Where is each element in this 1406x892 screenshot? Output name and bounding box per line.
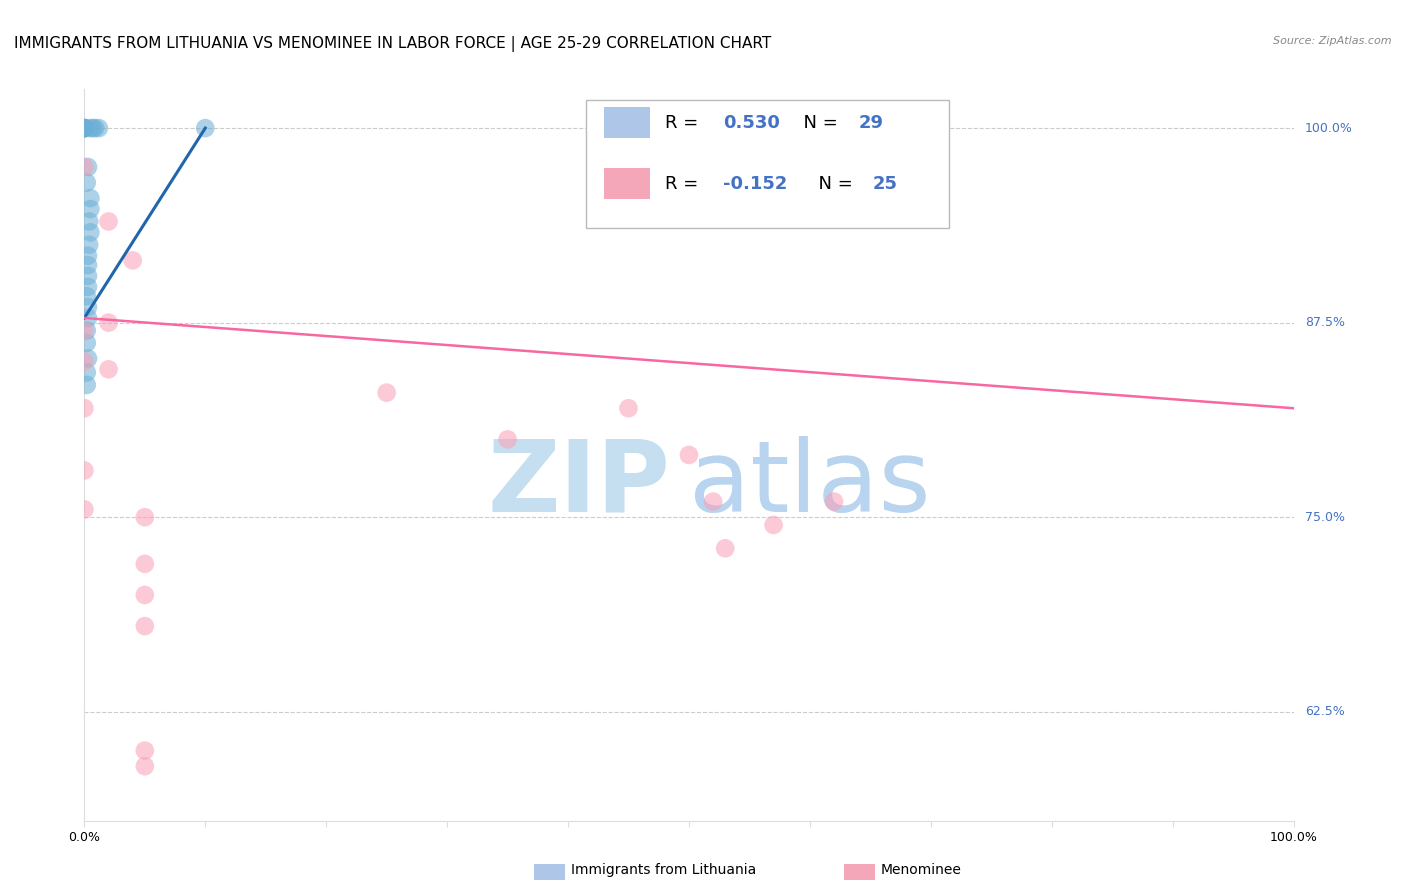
Point — [73, 354, 96, 368]
Point — [134, 510, 156, 524]
Point — [76, 335, 98, 350]
Text: 100.0%: 100.0% — [1305, 121, 1353, 135]
Point — [73, 502, 96, 516]
Point — [77, 280, 100, 294]
Point — [134, 588, 156, 602]
Text: R =: R = — [665, 114, 704, 132]
Point — [73, 121, 96, 136]
Point — [77, 249, 100, 263]
Point — [79, 121, 101, 136]
Point — [121, 253, 143, 268]
Point — [77, 268, 100, 283]
Point — [73, 121, 96, 136]
Point — [73, 121, 96, 136]
Point — [194, 121, 217, 136]
Text: -0.152: -0.152 — [723, 175, 787, 193]
Point — [134, 619, 156, 633]
Point — [97, 214, 120, 228]
Point — [77, 258, 100, 272]
FancyBboxPatch shape — [605, 108, 650, 138]
Point — [678, 448, 700, 462]
Point — [79, 226, 101, 240]
Point — [73, 160, 96, 174]
Point — [77, 351, 100, 366]
Text: IMMIGRANTS FROM LITHUANIA VS MENOMINEE IN LABOR FORCE | AGE 25-29 CORRELATION CH: IMMIGRANTS FROM LITHUANIA VS MENOMINEE I… — [14, 36, 772, 52]
Point — [77, 310, 100, 325]
Point — [73, 323, 96, 337]
Text: 29: 29 — [858, 114, 883, 132]
Text: Immigrants from Lithuania: Immigrants from Lithuania — [571, 863, 756, 877]
Text: N =: N = — [807, 175, 859, 193]
Text: Menominee: Menominee — [880, 863, 962, 877]
Text: 75.0%: 75.0% — [1305, 511, 1344, 524]
Point — [702, 494, 724, 508]
Point — [762, 518, 785, 533]
Point — [859, 121, 882, 136]
Point — [97, 316, 120, 330]
Point — [73, 401, 96, 416]
Point — [77, 300, 100, 314]
Text: 87.5%: 87.5% — [1305, 316, 1344, 329]
Point — [73, 463, 96, 477]
Text: 62.5%: 62.5% — [1305, 706, 1344, 718]
Text: Source: ZipAtlas.com: Source: ZipAtlas.com — [1274, 36, 1392, 45]
Point — [73, 121, 96, 136]
FancyBboxPatch shape — [605, 169, 650, 199]
Point — [375, 385, 398, 400]
Point — [134, 557, 156, 571]
Point — [77, 237, 100, 252]
Text: R =: R = — [665, 175, 704, 193]
Point — [79, 191, 101, 205]
Text: ZIP: ZIP — [488, 435, 671, 533]
Point — [87, 121, 110, 136]
Point — [77, 160, 100, 174]
Point — [714, 541, 737, 556]
Text: N =: N = — [792, 114, 844, 132]
Point — [82, 121, 104, 136]
Point — [76, 176, 98, 190]
Point — [76, 323, 98, 337]
FancyBboxPatch shape — [586, 100, 949, 228]
Point — [496, 433, 519, 447]
Point — [76, 377, 98, 392]
Text: atlas: atlas — [689, 435, 931, 533]
Text: 0.530: 0.530 — [723, 114, 780, 132]
Point — [134, 759, 156, 773]
Point — [76, 366, 98, 380]
Point — [79, 202, 101, 216]
Point — [134, 743, 156, 757]
Point — [97, 362, 120, 376]
Point — [76, 289, 98, 303]
Point — [823, 494, 845, 508]
Point — [77, 214, 100, 228]
Point — [73, 121, 96, 136]
Point — [84, 121, 107, 136]
Point — [617, 401, 640, 416]
Text: 25: 25 — [873, 175, 898, 193]
